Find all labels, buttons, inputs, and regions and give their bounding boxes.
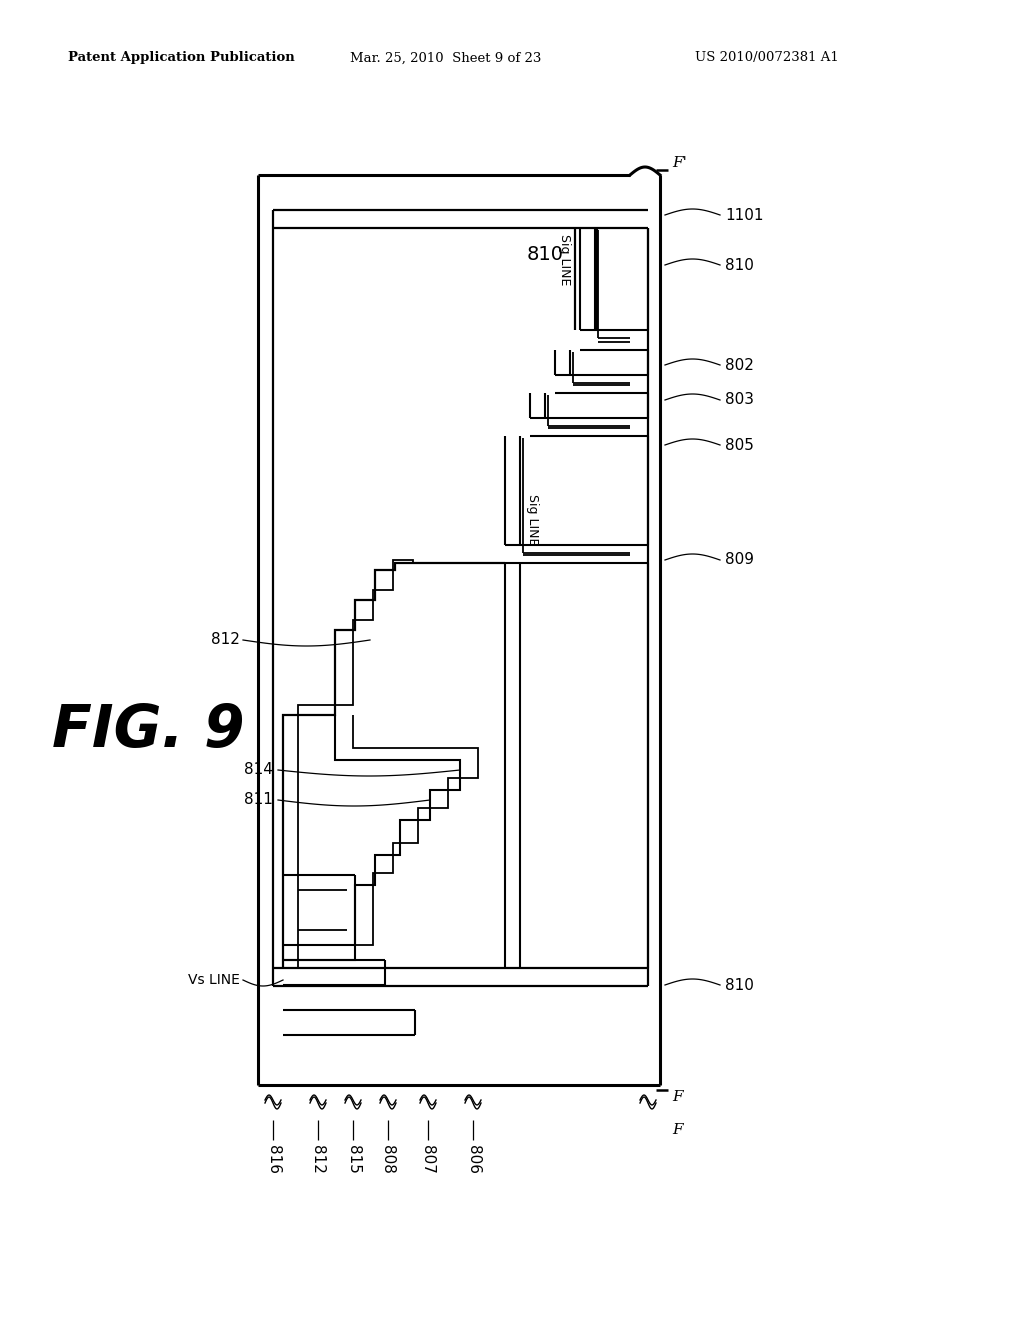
Text: 816: 816 [265,1144,281,1173]
Text: Vs LINE: Vs LINE [188,973,240,987]
Text: 810: 810 [725,978,754,993]
Text: 808: 808 [381,1144,395,1173]
Text: 809: 809 [725,553,754,568]
Text: Mar. 25, 2010  Sheet 9 of 23: Mar. 25, 2010 Sheet 9 of 23 [350,51,542,65]
Text: Sig LINE: Sig LINE [558,235,571,285]
Text: 812: 812 [310,1144,326,1173]
Text: 806: 806 [466,1144,480,1173]
Text: 812: 812 [211,632,240,648]
Text: 811: 811 [244,792,273,808]
Text: 814: 814 [244,763,273,777]
Text: 1101: 1101 [725,207,764,223]
Text: 803: 803 [725,392,754,408]
Text: Sig LINE: Sig LINE [525,494,539,545]
Text: 815: 815 [345,1144,360,1173]
Text: 810: 810 [526,246,563,264]
Text: 802: 802 [725,358,754,372]
Text: F: F [672,1123,683,1137]
Text: Patent Application Publication: Patent Application Publication [68,51,295,65]
Text: 805: 805 [725,437,754,453]
Text: FIG. 9: FIG. 9 [51,701,245,759]
Text: 810: 810 [725,257,754,272]
Text: 807: 807 [421,1144,435,1173]
Text: F: F [672,1090,683,1104]
Text: F': F' [672,156,687,170]
Text: US 2010/0072381 A1: US 2010/0072381 A1 [695,51,839,65]
